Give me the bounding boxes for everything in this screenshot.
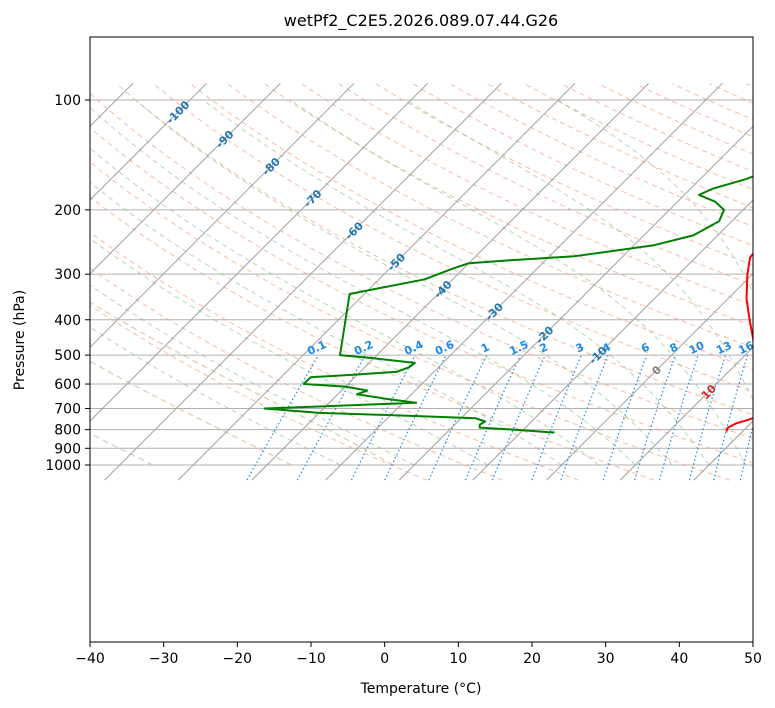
- isotherm-line: [104, 82, 502, 481]
- isotherms: [90, 82, 753, 481]
- x-tick-label: −20: [223, 651, 253, 667]
- mixing-ratio-line: [428, 354, 488, 481]
- mixing-ratio-label: 13: [714, 339, 733, 357]
- isotherm-line: [90, 82, 208, 201]
- x-tick-label: 50: [744, 651, 762, 667]
- x-axis-label: Temperature (°C): [360, 681, 482, 697]
- isotherm-line: [325, 82, 723, 481]
- y-tick-label: 800: [54, 423, 81, 439]
- axis-ticks: −40 −30 −20 −10 0 10 20 30 40 50 100 200 300 400 500 60…: [45, 93, 762, 667]
- dry-adiabat: [153, 83, 753, 393]
- x-tick-label: −40: [75, 651, 105, 667]
- mixing-ratio-line: [384, 354, 447, 481]
- theta-e-line: [90, 301, 394, 466]
- mixing-ratio-line: [634, 354, 676, 481]
- x-tick-label: 30: [597, 651, 615, 667]
- mixing-ratio-line: [658, 354, 699, 481]
- moist-adiabats: [90, 99, 753, 466]
- y-tick-label: 600: [54, 377, 81, 393]
- x-tick-label: 10: [449, 651, 467, 667]
- mixing-ratio-label: 16: [736, 339, 756, 357]
- dry-adiabat: [90, 161, 730, 481]
- mixing-ratio-line: [296, 354, 366, 481]
- y-tick-label: 100: [54, 93, 81, 109]
- moist-adiabat: [202, 99, 710, 466]
- isotherm-line: [177, 82, 576, 481]
- x-tick-label: −10: [296, 651, 326, 667]
- x-tick-label: 20: [523, 651, 541, 667]
- dry-adiabat: [412, 83, 753, 247]
- plot-area: 0.10.20.40.611.52346810131620253036-100-…: [90, 82, 756, 481]
- mixing-ratio-line: [688, 354, 727, 481]
- moist-adiabat: [90, 181, 562, 466]
- dry-adiabat: [598, 83, 753, 155]
- moist-adiabat: [90, 106, 636, 466]
- dry-adiabat: [227, 83, 753, 348]
- isotherm-line: [90, 82, 281, 275]
- dry-adiabat: [90, 196, 655, 481]
- moist-adiabat: [290, 99, 747, 466]
- isotherm-line: [90, 82, 355, 349]
- x-tick-label: 0: [380, 651, 389, 667]
- isotherm-line: [546, 272, 753, 481]
- sounding-line: [725, 252, 753, 432]
- dry-adiabat: [116, 83, 753, 416]
- dry-adiabat: [486, 83, 753, 209]
- dry-adiabat: [264, 83, 753, 327]
- dry-adiabat: [90, 231, 579, 481]
- mixing-ratio-line: [491, 354, 546, 481]
- moist-adiabat: [90, 147, 599, 466]
- theta-e-lines: [90, 301, 394, 466]
- plot-frame: [89, 36, 754, 643]
- y-tick-label: 300: [54, 267, 81, 283]
- y-tick-label: 200: [54, 203, 81, 219]
- dry-adiabat: [90, 126, 753, 464]
- mixing-ratio-line: [560, 354, 609, 481]
- mixing-ratio-line: [531, 354, 582, 481]
- moist-adiabat: [90, 284, 415, 466]
- dry-adiabats: [90, 83, 753, 481]
- sounding-profiles: [263, 175, 753, 434]
- isotherm-line: [90, 82, 429, 422]
- chart-title: wetPf2_C2E5.2026.089.07.44.G26: [284, 11, 558, 31]
- mixing-ratio-line: [246, 354, 319, 481]
- y-tick-label: 700: [54, 401, 81, 417]
- isotherm-line: [619, 346, 753, 481]
- y-tick-label: 900: [54, 441, 81, 457]
- isotherm-line: [251, 82, 650, 481]
- isotherm-line: [398, 125, 753, 481]
- y-tick-label: 500: [54, 348, 81, 364]
- y-tick-label: 400: [54, 313, 81, 329]
- y-axis-label: Pressure (hPa): [12, 290, 28, 390]
- mixing-ratio-label: 10: [687, 339, 707, 357]
- y-tick-label: 1000: [45, 458, 81, 474]
- x-tick-label: 40: [670, 651, 688, 667]
- dry-adiabat: [90, 92, 753, 439]
- moist-adiabat: [90, 326, 341, 466]
- dry-adiabat: [523, 83, 753, 191]
- dry-adiabat: [190, 83, 753, 370]
- x-tick-label: −30: [149, 651, 179, 667]
- mixing-ratio-line: [464, 354, 521, 481]
- sounding-line: [263, 175, 753, 434]
- mixing-ratio-line: [602, 354, 648, 481]
- isotherm-line: [472, 199, 753, 481]
